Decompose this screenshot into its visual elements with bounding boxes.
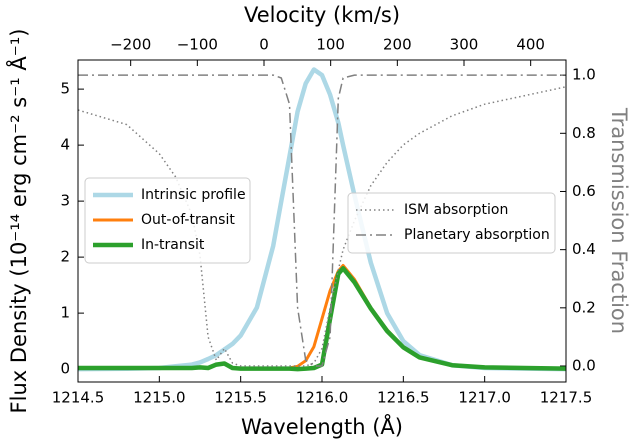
x-tick-label: 1214.5: [52, 389, 105, 407]
x-tick-label: 1215.5: [214, 389, 267, 407]
y2-tick-label: 0.8: [572, 124, 596, 142]
y2-tick-label: 0.2: [572, 298, 596, 316]
x-axis-label: Wavelength (Å): [241, 413, 403, 439]
x2-tick-label: 300: [450, 36, 479, 54]
x2-tick-label: 200: [383, 36, 412, 54]
series-line: [78, 67, 566, 372]
y-tick-label: 4: [60, 136, 70, 154]
x2-tick-label: 0: [259, 36, 269, 54]
x-tick-label: 1216.5: [377, 389, 430, 407]
x-tick-label: 1217.5: [540, 389, 593, 407]
legend-box: [347, 192, 556, 254]
x-tick-label: 1217.0: [458, 389, 511, 407]
x-tick-label: 1215.0: [133, 389, 186, 407]
y2-tick-label: 0.0: [572, 357, 596, 375]
y-axis-label: Flux Density (10⁻¹⁴ erg cm⁻² s⁻¹ Å⁻¹): [5, 29, 31, 414]
legend-label: Out-of-transit: [141, 212, 235, 228]
y-tick-label: 2: [60, 248, 70, 266]
legend-box: [84, 177, 251, 264]
x2-tick-label: 100: [316, 36, 345, 54]
legend-label: Planetary absorption: [404, 227, 550, 243]
y2-axis-label: Transmission Fraction: [607, 107, 631, 334]
x2-tick-label: −100: [177, 36, 218, 54]
y-tick-label: 3: [60, 192, 70, 210]
series-line: [78, 266, 566, 372]
legend-label: Intrinsic profile: [141, 187, 246, 203]
x-tick-label: 1216.0: [296, 389, 349, 407]
y2-tick-label: 1.0: [572, 66, 596, 84]
series-line: [78, 74, 566, 367]
y2-tick-label: 0.6: [572, 182, 596, 200]
y-tick-label: 0: [60, 360, 70, 378]
legend-label: In-transit: [141, 237, 205, 253]
top-axis-label: Velocity (km/s): [244, 3, 400, 27]
y2-tick-label: 0.4: [572, 240, 596, 258]
plot-frame: [77, 59, 567, 383]
y-tick-label: 5: [60, 80, 70, 98]
legend-label: ISM absorption: [404, 202, 508, 218]
x2-tick-label: 400: [516, 36, 545, 54]
x2-tick-label: −200: [110, 36, 151, 54]
y-tick-label: 1: [60, 304, 70, 322]
